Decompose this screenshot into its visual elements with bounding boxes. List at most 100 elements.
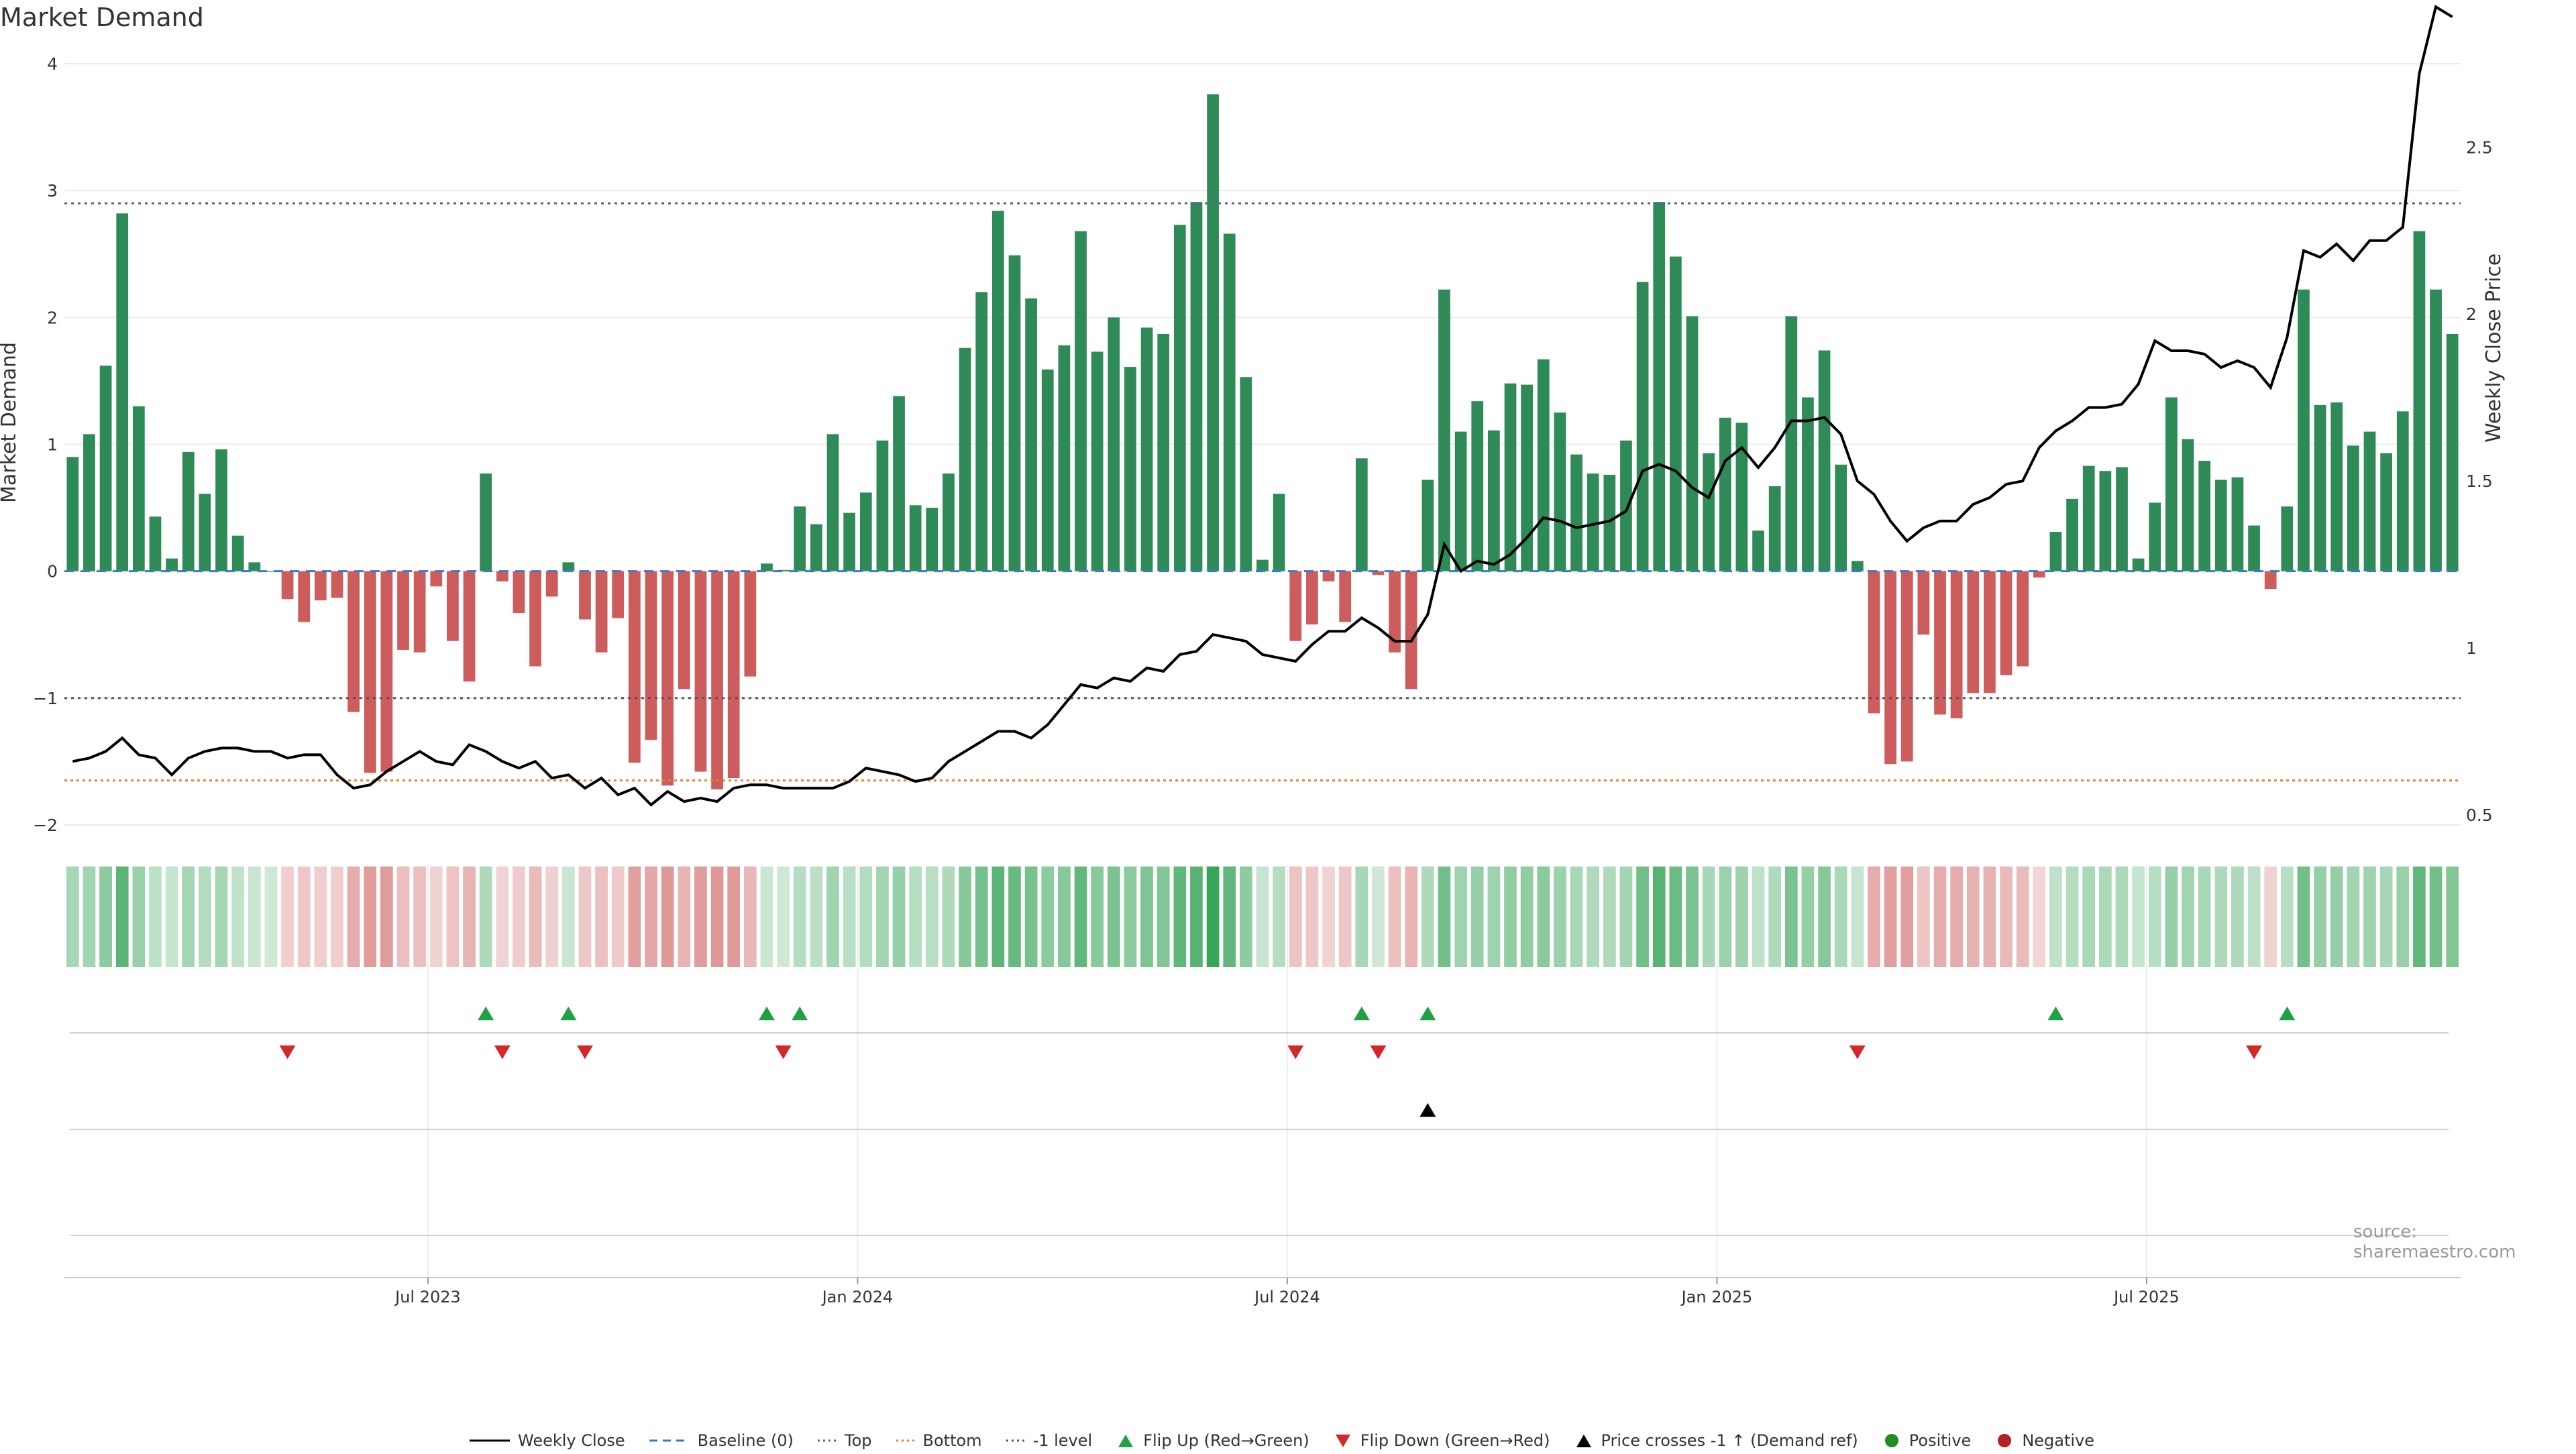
heat-cell — [83, 866, 96, 967]
heat-cell — [2214, 866, 2228, 967]
flip-down-marker — [279, 1045, 296, 1060]
legend-label: Baseline (0) — [697, 1431, 794, 1450]
heat-cell — [1173, 866, 1187, 967]
demand-bar — [480, 473, 492, 571]
legend-label: Flip Down (Green→Red) — [1360, 1431, 1550, 1450]
heat-cell — [777, 866, 790, 967]
x-tick-label: Jan 2025 — [1680, 1288, 1753, 1306]
flip-up-marker — [758, 1006, 775, 1021]
demand-bar — [2099, 471, 2112, 571]
heat-cell — [1240, 866, 1252, 967]
legend-item: Top — [818, 1431, 872, 1450]
heat-cell — [1504, 866, 1517, 967]
heat-cell — [1091, 866, 1104, 967]
x-tick-label: Jan 2024 — [821, 1288, 894, 1306]
demand-bar — [2347, 445, 2359, 571]
heat-cell — [479, 866, 492, 967]
heat-cell — [2000, 866, 2012, 967]
demand-bar — [513, 571, 525, 614]
demand-bar — [761, 563, 773, 571]
demand-bar — [1818, 350, 1831, 571]
heat-cell — [1470, 866, 1484, 967]
heat-cell — [364, 866, 377, 967]
flip-up-marker — [478, 1006, 494, 1021]
heat-cell — [231, 866, 245, 967]
heat-cell — [2065, 866, 2079, 967]
demand-bar — [1554, 412, 1566, 571]
y-tick-right: 2.5 — [2466, 137, 2493, 157]
demand-bar — [1719, 417, 1731, 571]
demand-bar — [1868, 571, 1880, 714]
demand-bar — [1802, 397, 1814, 571]
heat-cell — [2429, 866, 2443, 967]
legend-marker-icon — [1118, 1435, 1134, 1447]
heat-cell — [1157, 866, 1170, 967]
heat-cell — [743, 866, 757, 967]
heat-cell — [1768, 866, 1782, 967]
demand-bar — [298, 571, 311, 622]
demand-bar — [1454, 431, 1467, 571]
legend-label: Bottom — [922, 1431, 982, 1450]
heat-cell — [1355, 866, 1368, 967]
heat-cell — [2446, 866, 2459, 967]
demand-bar — [2446, 333, 2459, 571]
heat-cell — [1752, 866, 1765, 967]
demand-bar — [943, 473, 955, 571]
demand-bar — [1273, 494, 1285, 571]
demand-bar — [545, 571, 558, 597]
heat-cell — [529, 866, 542, 967]
demand-bar — [380, 571, 393, 772]
legend-marker-icon — [818, 1439, 837, 1442]
heat-cell — [66, 866, 79, 967]
legend-marker-icon — [1884, 1434, 1898, 1447]
demand-bar — [1587, 473, 1599, 571]
heat-cell — [876, 866, 889, 967]
legend-item: Negative — [1995, 1431, 2094, 1450]
demand-bar — [1091, 351, 1104, 571]
y-tick-right: 0.5 — [2466, 805, 2493, 825]
demand-bar — [529, 571, 541, 667]
demand-bar — [1835, 464, 1847, 571]
heat-cell — [826, 866, 839, 967]
demand-bar — [2017, 571, 2029, 667]
heat-cell — [1520, 866, 1534, 967]
demand-bars — [66, 94, 2459, 790]
heat-cell — [1801, 866, 1815, 967]
demand-bar — [1884, 571, 1896, 765]
heat-cell — [1933, 866, 1947, 967]
y-tick-left: 3 — [47, 181, 58, 201]
heat-cell — [463, 866, 476, 967]
y-tick-left: 0 — [47, 562, 58, 581]
demand-bar — [629, 571, 641, 763]
demand-bar — [909, 505, 922, 571]
demand-bar — [612, 571, 625, 618]
legend-label: Top — [845, 1431, 872, 1450]
heat-cell — [1206, 866, 1220, 967]
demand-bar — [2000, 571, 2012, 675]
demand-bar — [2380, 453, 2393, 571]
flip-up-marker — [792, 1006, 808, 1021]
demand-bar — [2049, 532, 2062, 571]
demand-bar — [447, 571, 459, 641]
demand-bar — [893, 396, 905, 571]
heat-cell — [1669, 866, 1682, 967]
heat-cell — [380, 866, 393, 967]
heat-cell — [1966, 866, 1980, 967]
demand-bar — [116, 213, 129, 571]
heat-cell — [248, 866, 261, 967]
heat-cell — [2016, 866, 2029, 967]
heat-cell — [413, 866, 427, 967]
heat-cell — [99, 866, 112, 967]
demand-bar — [331, 571, 343, 598]
demand-bar — [1636, 282, 1649, 571]
heat-cell — [2165, 866, 2178, 967]
legend-item: Baseline (0) — [649, 1431, 794, 1450]
x-axis: Jul 2023 Jan 2024 Jul 2024 Jan 2025 Jul 2025 — [64, 1277, 2461, 1306]
demand-bar — [2214, 480, 2227, 571]
heat-cell — [2082, 866, 2096, 967]
price-line-group — [72, 5, 2453, 807]
demand-bar — [397, 571, 409, 650]
heat-cell — [1983, 866, 1996, 967]
demand-bar — [132, 406, 145, 571]
